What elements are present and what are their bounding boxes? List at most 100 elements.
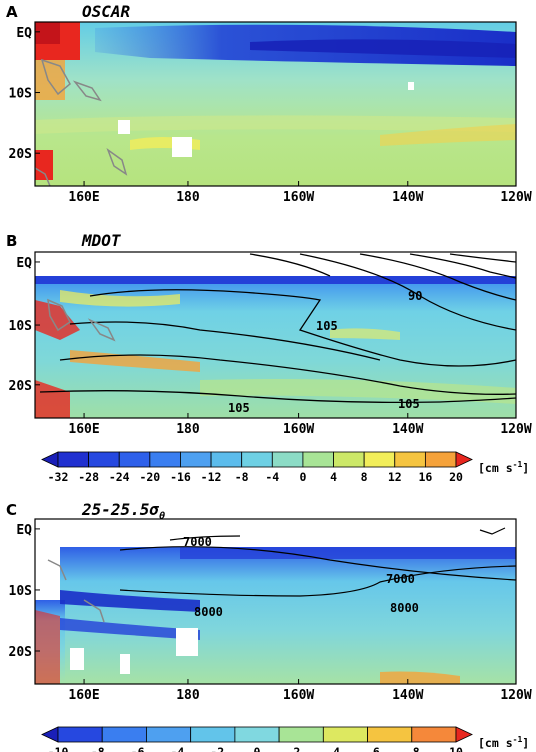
panel-c-contour-label: 8000 [194,605,223,619]
colorbar-tick-label: -6 [131,745,145,752]
colorbar-tick-label: 20 [449,470,463,484]
colorbar-swatch [278,726,324,743]
panel-c-contour-label: 7000 [386,572,415,586]
colorbar-swatch [88,451,120,468]
panel-b-contour-label: 90 [408,289,422,303]
colorbar-swatch [411,726,457,743]
panel-c-field [35,519,516,684]
y-tick-label: 20S [9,379,33,394]
x-tick-label: 160E [68,688,99,703]
y-tick-label: 20S [9,147,33,162]
y-tick-label: EQ [16,26,32,41]
panel-c-contour-label: 8000 [390,601,419,615]
colorbar-b: -32 -28 -24 -20 -16 -12 -8 -4 0 4 8 12 16 20 [41,451,473,484]
colorbar-swatch [455,726,473,743]
panel-b-contour-label: 105 [228,401,250,415]
colorbar-swatch [210,451,243,468]
y-tick-label: 10S [9,584,33,599]
x-tick-label: 120W [500,688,531,703]
colorbar-tick-label: -10 [48,745,69,752]
colorbar-c-unit: [cm s-1] [478,735,529,750]
colorbar-tick-label: -16 [170,470,191,484]
colorbar-swatch [57,726,103,743]
colorbar-swatch [333,451,365,468]
colorbar-swatch [367,726,413,743]
colorbar-tick-label: 8 [413,745,420,752]
colorbar-swatch [180,451,212,468]
colorbar-swatch [322,726,368,743]
panel-b-contour-label: 105 [316,319,338,333]
panel-b-contours [39,253,516,404]
panel-c-title: 25-25.5σθ [81,500,165,522]
x-tick-label: 160W [283,422,314,437]
x-tick-label: 180 [176,190,200,205]
panel-b-frame [34,251,517,419]
colorbar-swatch [41,726,59,743]
colorbar-swatch [455,451,473,468]
panel-a: A OSCAR 160E 180 160W 140W 120W EQ 10S 20S [6,2,532,205]
x-tick-label: 120W [500,422,531,437]
colorbar-swatch [302,451,334,468]
colorbar-c: -10 -8 -6 -4 -2 0 2 4 6 8 10 [41,726,473,752]
colorbar-swatch [271,451,304,468]
colorbar-swatch [241,451,273,468]
colorbar-swatch [190,726,236,743]
colorbar-tick-label: -8 [91,745,105,752]
x-tick-label: 140W [392,688,423,703]
colorbar-tick-label: -20 [139,470,160,484]
colorbar-tick-label: 12 [388,470,402,484]
panel-a-frame [34,21,517,187]
colorbar-swatch [394,451,426,468]
colorbar-swatch [146,726,192,743]
colorbar-tick-label: 16 [418,470,432,484]
colorbar-swatch [41,451,59,468]
y-tick-label: 10S [9,319,33,334]
colorbar-tick-label: 10 [449,745,463,752]
panel-c-letter: C [6,501,17,519]
panel-a-title: OSCAR [82,2,131,21]
x-tick-label: 160E [68,422,99,437]
y-tick-label: 10S [9,87,33,102]
y-tick-label: 20S [9,645,33,660]
colorbar-tick-label: -28 [78,470,99,484]
colorbar-swatch [424,451,457,468]
panel-a-field [35,22,516,186]
colorbar-tick-label: -4 [265,470,279,484]
x-tick-label: 140W [392,422,423,437]
colorbar-tick-label: -2 [210,745,224,752]
x-tick-label: 160W [283,688,314,703]
colorbar-swatch [57,451,90,468]
x-tick-label: 140W [392,190,423,205]
colorbar-tick-label: 4 [330,470,337,484]
colorbar-swatch [363,451,396,468]
colorbar-tick-label: 4 [333,745,340,752]
panel-c-contour-label: 7000 [183,535,212,549]
colorbar-tick-label: -24 [109,470,130,484]
colorbar-tick-label: -12 [201,470,222,484]
panel-b: B MDOT [6,231,532,437]
colorbar-tick-label: 0 [299,470,306,484]
colorbar-tick-label: 8 [361,470,368,484]
panel-b-letter: B [6,232,17,250]
colorbar-swatch [149,451,181,468]
x-tick-label: 160W [283,190,314,205]
panel-c-contours [119,535,516,597]
colorbar-tick-label: 2 [293,745,300,752]
panel-a-letter: A [6,3,18,21]
x-tick-label: 160E [68,190,99,205]
panel-b-contour-label: 105 [398,397,420,411]
colorbar-tick-label: -4 [170,745,184,752]
panel-c-axes: 160E 180 160W 140W 120W EQ 10S 20S [9,523,532,703]
panel-b-title: MDOT [81,231,122,250]
colorbar-b-unit: [cm s-1] [478,460,529,475]
colorbar-tick-label: -32 [48,470,69,484]
x-tick-label: 180 [176,688,200,703]
colorbar-tick-label: 6 [373,745,380,752]
colorbar-tick-label: -8 [235,470,249,484]
y-tick-label: EQ [16,523,32,538]
colorbar-swatch [234,726,280,743]
panel-b-field [35,252,516,418]
x-tick-label: 180 [176,422,200,437]
panel-c: C 25-25.5σθ 7000 7000 8 [6,500,532,703]
